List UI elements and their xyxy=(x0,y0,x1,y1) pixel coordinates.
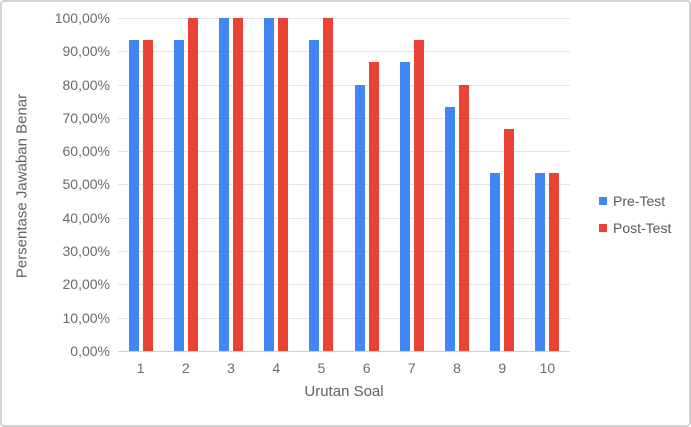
bar-post-test-2 xyxy=(187,18,198,351)
gridline xyxy=(118,351,570,352)
bar-post-test-5 xyxy=(323,18,334,351)
plot-area xyxy=(118,18,570,352)
bar-group-4 xyxy=(254,18,299,351)
y-axis-tick-label: 90,00% xyxy=(62,43,110,59)
x-axis-tick-label: 8 xyxy=(453,360,461,376)
bar-pre-test-10 xyxy=(535,173,546,351)
bar-post-test-8 xyxy=(459,84,470,351)
gridline xyxy=(118,51,570,52)
bar-pre-test-2 xyxy=(173,40,184,351)
y-axis-tick-label: 20,00% xyxy=(62,276,110,292)
bar-post-test-9 xyxy=(504,129,515,351)
y-axis-tick-label: 10,00% xyxy=(62,310,110,326)
post-test-legend-marker-icon xyxy=(599,224,607,232)
bar-group-3 xyxy=(208,18,253,351)
y-axis-tick-label: 100,00% xyxy=(54,10,110,26)
bar-post-test-4 xyxy=(278,18,289,351)
x-axis-title: Urutan Soal xyxy=(304,383,384,400)
gridline xyxy=(118,184,570,185)
bar-post-test-3 xyxy=(233,18,243,351)
legend-label: Pre-Test xyxy=(613,193,666,209)
bar-group-6 xyxy=(344,18,389,351)
x-axis-ticks: 1 2 3 4 5 6 7 8 9 10 xyxy=(118,360,570,376)
gridline xyxy=(118,218,570,219)
bar-group-7 xyxy=(389,18,434,351)
bar-pre-test-4 xyxy=(264,18,275,351)
x-axis-tick-label: 4 xyxy=(272,360,281,376)
x-axis-tick-label: 1 xyxy=(136,360,145,376)
legend: Pre-Test Post-Test xyxy=(599,193,671,236)
bar-pre-test-7 xyxy=(399,62,410,351)
bar-pre-test-5 xyxy=(309,40,320,351)
y-axis-tick-label: 80,00% xyxy=(62,77,110,93)
x-axis-tick-label: 3 xyxy=(227,360,235,376)
y-axis-tick-label: 60,00% xyxy=(62,143,110,159)
x-axis-tick-label: 2 xyxy=(181,360,190,376)
gridline xyxy=(118,251,570,252)
y-axis-tick-label: 0,00% xyxy=(70,343,110,359)
y-axis-tick-label: 50,00% xyxy=(62,176,110,192)
bar-post-test-1 xyxy=(142,40,153,351)
pre-test-legend-marker-icon xyxy=(599,197,607,205)
bar-pre-test-9 xyxy=(490,173,501,351)
gridline xyxy=(118,318,570,319)
bar-pre-test-3 xyxy=(219,18,229,351)
bar-group-10 xyxy=(525,18,570,351)
gridline xyxy=(118,118,570,119)
x-axis-tick-label: 7 xyxy=(407,360,416,376)
bar-pre-test-8 xyxy=(445,106,456,351)
legend-item-pre-test: Pre-Test xyxy=(599,193,671,209)
x-axis-tick-label: 5 xyxy=(317,360,326,376)
x-axis-tick-label: 9 xyxy=(498,360,507,376)
y-axis-tick-label: 40,00% xyxy=(62,210,110,226)
bar-pre-test-1 xyxy=(128,40,139,351)
bar-group-8 xyxy=(434,18,479,351)
x-axis-tick-label: 6 xyxy=(362,360,371,376)
bar-group-1 xyxy=(118,18,163,351)
bar-post-test-10 xyxy=(549,173,560,351)
gridline xyxy=(118,151,570,152)
bar-group-9 xyxy=(480,18,525,351)
y-axis-tick-label: 30,00% xyxy=(62,243,110,259)
gridline xyxy=(118,18,570,19)
x-axis-tick-label: 10 xyxy=(539,360,556,376)
bar-group-2 xyxy=(163,18,208,351)
bar-groups xyxy=(118,18,570,351)
bar-group-5 xyxy=(299,18,344,351)
bar-post-test-6 xyxy=(368,62,379,351)
gridline xyxy=(118,85,570,86)
legend-label: Post-Test xyxy=(613,220,672,236)
bar-pre-test-6 xyxy=(354,84,365,351)
gridline xyxy=(118,284,570,285)
y-axis-tick-label: 70,00% xyxy=(62,110,110,126)
legend-item-post-test: Post-Test xyxy=(599,220,671,236)
bar-post-test-7 xyxy=(413,40,424,351)
